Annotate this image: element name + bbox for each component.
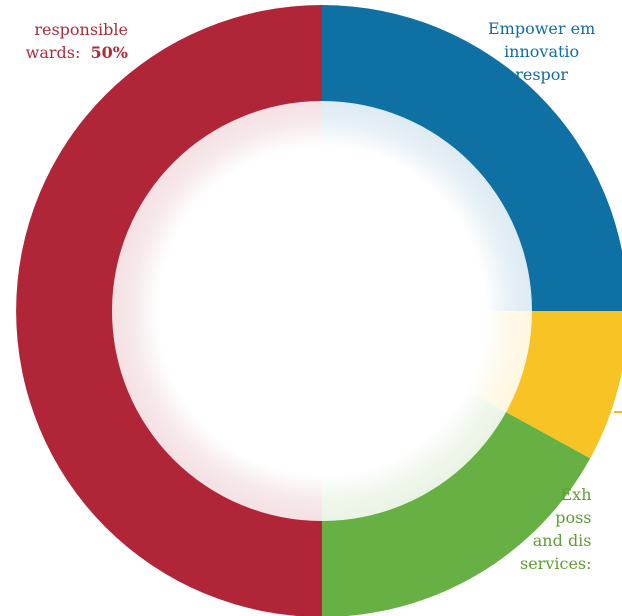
donut-hole	[112, 101, 532, 521]
label-red-line-1: responsible	[34, 20, 128, 39]
slice-label-yellow-leader	[614, 411, 622, 413]
slice-label-blue: Empower em innovatio respor	[488, 17, 595, 86]
label-blue-line-2: innovatio	[504, 42, 580, 61]
label-green-line-3: and dis	[532, 531, 592, 550]
label-blue-line-3: respor	[515, 65, 569, 84]
slice-label-red: responsible wards: 50%	[26, 18, 128, 64]
label-blue-line-1: Empower em	[488, 19, 596, 38]
label-red-line-2: wards: 50%	[26, 41, 128, 64]
label-green-line-2: poss	[555, 508, 592, 527]
label-green-line-4: services:	[520, 554, 592, 573]
label-red-line-2-text: wards:	[25, 43, 81, 62]
slice-label-green: Exh poss and dis services:	[520, 483, 592, 575]
label-green-line-1: Exh	[560, 485, 592, 504]
label-red-percent: 50%	[90, 43, 128, 62]
